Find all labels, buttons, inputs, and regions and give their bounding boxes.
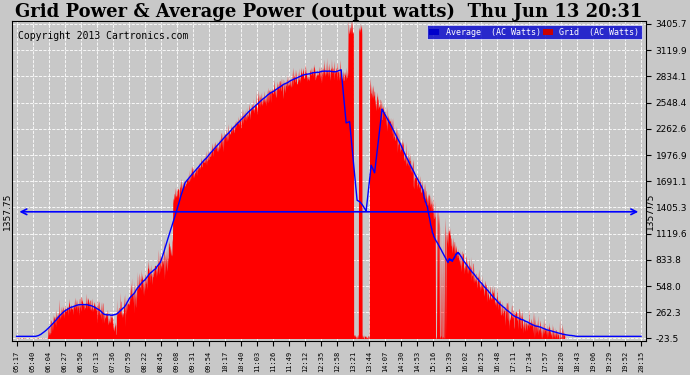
Text: Copyright 2013 Cartronics.com: Copyright 2013 Cartronics.com	[18, 31, 188, 41]
Title: Grid Power & Average Power (output watts)  Thu Jun 13 20:31: Grid Power & Average Power (output watts…	[15, 3, 642, 21]
Text: 1357.75: 1357.75	[646, 193, 655, 231]
Text: 1357.75: 1357.75	[3, 193, 12, 231]
Legend: Average  (AC Watts), Grid  (AC Watts): Average (AC Watts), Grid (AC Watts)	[426, 26, 642, 39]
